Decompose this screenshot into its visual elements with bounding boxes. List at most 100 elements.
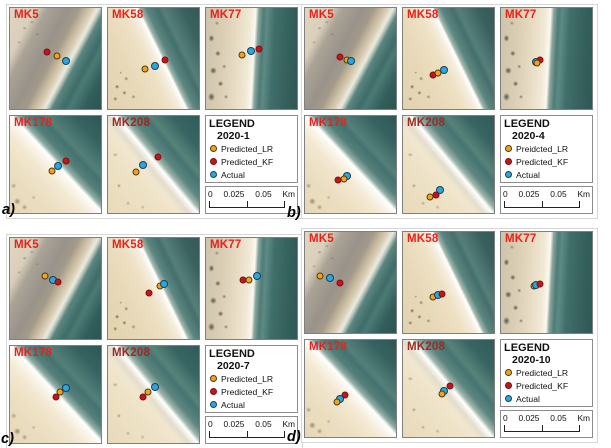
satellite-tile-mk77: MK77 xyxy=(205,237,298,340)
legend-date: 2020-10 xyxy=(512,354,551,366)
marker-predicted-kf-icon xyxy=(53,394,58,400)
satellite-tile-mk5: MK5 xyxy=(304,231,397,334)
satellite-tile-mk208: MK208 xyxy=(107,115,200,214)
satellite-tile-mk178: MK178 xyxy=(304,115,397,214)
scale-bar-box: 0 0.025 0.05 Km xyxy=(205,416,298,444)
scale-bar xyxy=(209,430,285,438)
scale-tick xyxy=(209,431,210,437)
marker-actual-icon xyxy=(253,273,260,280)
scale-tick-label: 0.05 xyxy=(255,419,272,429)
marker-predicted-lr-icon xyxy=(239,52,245,58)
marker-predicted-lr-icon xyxy=(42,273,48,279)
satellite-tile-mk208: MK208 xyxy=(107,345,200,444)
marker-actual-icon xyxy=(152,62,159,69)
marker-actual-icon xyxy=(336,396,343,403)
tile-label: MK77 xyxy=(210,9,242,21)
marker-predicted-lr-icon xyxy=(142,66,148,72)
legend-dot-predicted-kf-icon xyxy=(506,383,511,388)
tile-label: MK77 xyxy=(210,239,242,251)
marker-predicted-lr-icon xyxy=(157,283,163,289)
tile-label: MK208 xyxy=(112,117,151,129)
legend-entry: Actual xyxy=(211,168,294,181)
legend-entry: Actual xyxy=(506,168,589,181)
scale-tick xyxy=(579,425,580,431)
satellite-tile-mk77: MK77 xyxy=(500,7,593,110)
marker-predicted-lr-icon xyxy=(439,391,445,397)
legend-entry-label: Actual xyxy=(221,399,245,410)
satellite-tile-mk77: MK77 xyxy=(205,7,298,110)
scale-tick xyxy=(247,201,248,207)
marker-predicted-kf-icon xyxy=(335,177,341,183)
marker-predicted-lr-icon xyxy=(344,57,350,62)
marker-predicted-lr-icon xyxy=(54,53,60,59)
marker-predicted-kf-icon xyxy=(342,392,348,398)
legend-entry: Predicted_LR xyxy=(211,142,294,155)
legend-entry: Predicted_KF xyxy=(506,155,589,168)
legend-box: LEGEND 2020-4 Preidcted_LR Predicted_KF Actu… xyxy=(500,115,593,183)
legend-box: LEGEND 2020-10 Predicted_LR Predicted_KF Act… xyxy=(500,339,593,407)
legend-entry-label: Predicted_KF xyxy=(221,156,274,167)
tile-label: MK77 xyxy=(505,9,537,21)
marker-predicted-lr-icon xyxy=(427,194,433,200)
satellite-tile-mk5: MK5 xyxy=(9,237,102,340)
scale-unit-label: Km xyxy=(282,419,295,429)
satellite-tile-mk5: MK5 xyxy=(9,7,102,110)
tile-label: MK58 xyxy=(407,233,439,245)
scale-tick-label: 0.025 xyxy=(223,189,245,199)
scale-text: 0 0.025 0.05 Km xyxy=(208,419,295,429)
scale-text: 0 0.025 0.05 Km xyxy=(503,413,590,423)
marker-predicted-lr-icon xyxy=(435,70,441,76)
marker-predicted-kf-icon xyxy=(63,158,68,164)
marker-predicted-kf-icon xyxy=(537,281,543,286)
legend-date: 2020-1 xyxy=(217,130,250,142)
marker-predicted-lr-icon xyxy=(133,169,139,175)
marker-actual-icon xyxy=(533,281,540,288)
satellite-tile-mk58: MK58 xyxy=(402,7,495,110)
marker-predicted-kf-icon xyxy=(146,290,152,296)
tile-label: MK178 xyxy=(309,117,348,129)
legend-entry: Predicted_LR xyxy=(506,366,589,379)
scale-unit-label: Km xyxy=(577,413,590,423)
marker-actual-icon xyxy=(49,277,56,284)
scale-tick-label: 0.05 xyxy=(550,189,567,199)
legend-entry-label: Actual xyxy=(221,169,245,180)
legend-entry: Predicted_KF xyxy=(506,379,589,392)
group-caption-b: b) xyxy=(287,205,301,221)
legend-title: LEGEND xyxy=(209,118,255,130)
marker-predicted-kf-icon xyxy=(162,57,168,62)
legend-cell: LEGEND 2020-7 Predicted_LR Predicted_KF Actu… xyxy=(205,345,298,444)
tile-label: MK208 xyxy=(407,117,446,129)
legend-entry-label: Predicted_LR xyxy=(516,367,569,378)
scale-tick-label: 0.025 xyxy=(518,413,540,423)
marker-predicted-lr-icon xyxy=(145,389,151,395)
marker-actual-icon xyxy=(327,275,334,282)
marker-predicted-kf-icon xyxy=(337,280,343,285)
legend-entry-label: Predicted_KF xyxy=(221,386,274,397)
scale-bar-box: 0 0.025 0.05 Km xyxy=(500,410,593,438)
marker-predicted-lr-icon xyxy=(246,277,252,283)
legend-entry: Actual xyxy=(211,398,294,411)
scale-unit-label: Km xyxy=(282,189,295,199)
marker-actual-icon xyxy=(62,57,69,64)
tile-label: MK58 xyxy=(112,9,144,21)
marker-predicted-lr-icon xyxy=(57,389,63,395)
legend-dot-predicted-kf-icon xyxy=(211,159,216,164)
scale-tick xyxy=(579,201,580,207)
legend-dot-actual-icon xyxy=(211,172,216,177)
marker-predicted-kf-icon xyxy=(537,57,543,62)
legend-box: LEGEND 2020-7 Predicted_LR Predicted_KF Actu… xyxy=(205,345,298,413)
legend-box: LEGEND 2020-1 Predicted_LR Predicted_KF Actu… xyxy=(205,115,298,183)
legend-entry-label: Preidcted_LR xyxy=(516,143,569,154)
satellite-tile-mk208: MK208 xyxy=(402,339,495,438)
satellite-tile-mk58: MK58 xyxy=(107,237,200,340)
group-b: MK5 MK58 MK77 MK178 MK208 LEGEND 2020-4 Preidct… xyxy=(301,4,598,219)
marker-predicted-lr-icon xyxy=(430,294,436,300)
tile-label: MK178 xyxy=(14,347,53,359)
satellite-tile-mk178: MK178 xyxy=(9,345,102,444)
group-c: MK5 MK58 MK77 MK178 MK208 LEGEND 2020-7 Predict… xyxy=(6,234,303,448)
marker-predicted-lr-icon xyxy=(534,60,540,66)
tile-label: MK58 xyxy=(112,239,144,251)
satellite-tile-mk178: MK178 xyxy=(9,115,102,214)
marker-actual-icon xyxy=(55,163,62,170)
